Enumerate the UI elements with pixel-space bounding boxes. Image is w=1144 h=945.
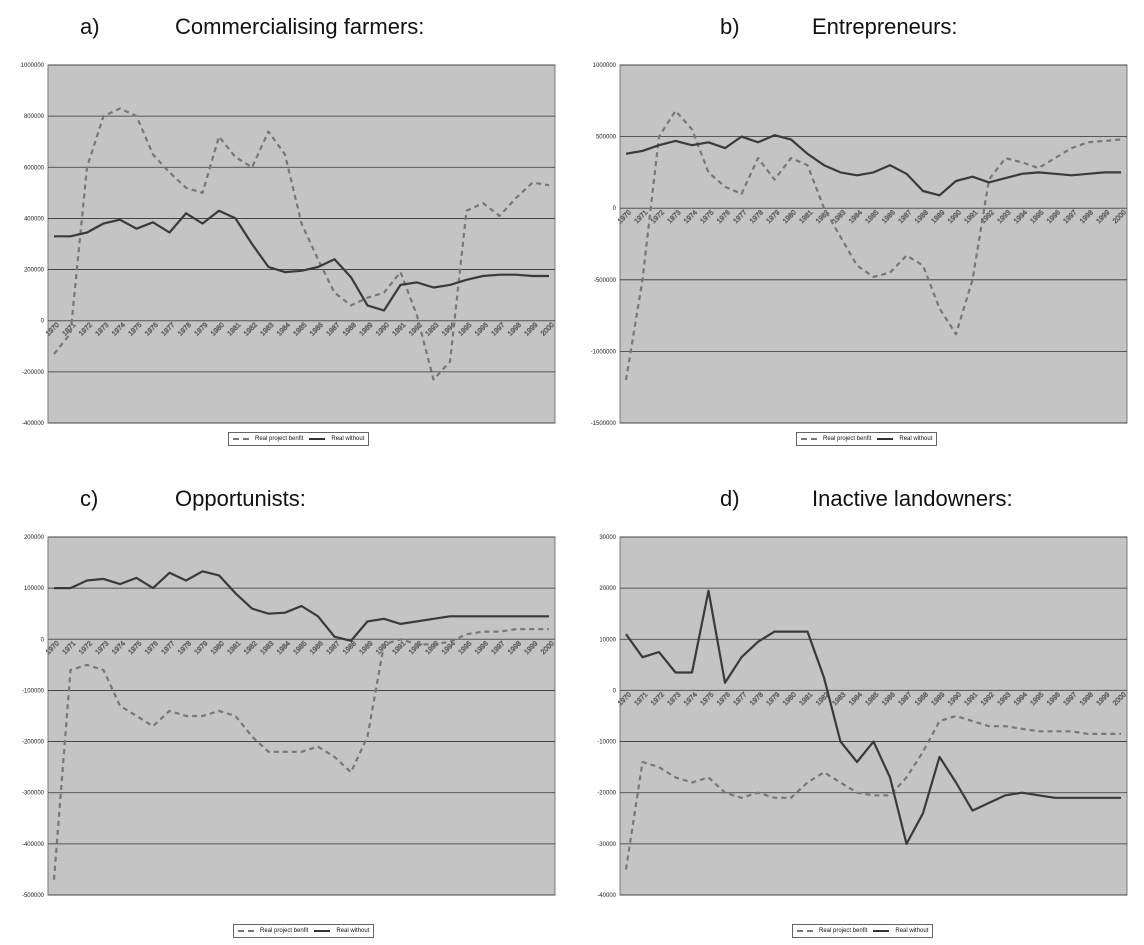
panel-title-d: d) Inactive landowners:	[572, 480, 1144, 520]
legend-swatch-solid	[309, 438, 326, 440]
legend-swatch-dashed	[238, 930, 254, 932]
series-line-real-without	[54, 570, 549, 642]
chart-svg-a: -400000 -200000 0 200000 400000 600000 800000 1…	[21, 63, 557, 427]
panel-letter: b)	[720, 14, 740, 39]
y-tick-label: -40000	[597, 893, 616, 899]
legend-swatch-dashed	[801, 438, 817, 440]
series-line-real-without	[625, 134, 1121, 197]
panel-name: Inactive landowners:	[812, 486, 1013, 511]
series-line-real-without	[625, 589, 1121, 845]
y-tick-label: 800000	[24, 114, 45, 120]
legend-label: Real project benfit	[260, 928, 309, 934]
legend-swatch-dashed	[233, 438, 249, 440]
plot-area	[47, 64, 556, 424]
panel-title-a: a) Commercialising farmers:	[0, 8, 572, 48]
y-tick-label: -200000	[22, 740, 45, 746]
y-tick-label: 200000	[24, 535, 45, 541]
panel-name: Entrepreneurs:	[812, 14, 958, 39]
legend-label: Real without	[336, 928, 370, 934]
legend-label: Real project benfit	[823, 436, 872, 442]
chart-panel-b: b) Entrepreneurs: -1500000 -1000000 -50000…	[572, 0, 1144, 472]
series-line-real-project-benfit	[53, 107, 550, 381]
series-line-real-without	[54, 209, 549, 312]
panel-title-c: c) Opportunists:	[0, 480, 572, 520]
y-tick-label: -300000	[22, 791, 45, 797]
y-tick-label: -500000	[594, 278, 617, 284]
y-tick-label: 600000	[24, 165, 45, 171]
y-tick-label: -1000000	[591, 349, 617, 355]
y-tick-label: 100000	[24, 586, 45, 592]
chart-panel-a: a) Commercialising farmers: -400000 -2000…	[0, 0, 572, 472]
panel-letter: a)	[80, 14, 100, 39]
legend-swatch-solid	[873, 930, 890, 932]
series-line-real-project-benfit	[52, 627, 549, 880]
legend: Real project benfit Real without	[233, 924, 375, 938]
chart-svg-d: -40000 -30000 -20000 -10000 0 10000 20000 30000…	[597, 535, 1128, 899]
panel-title-b: b) Entrepreneurs:	[572, 8, 1144, 48]
legend-label: Real without	[895, 928, 929, 934]
y-tick-label: -1500000	[591, 421, 617, 427]
legend: Real project benfit Real without	[796, 432, 938, 446]
y-tick-label: 1000000	[593, 63, 617, 69]
panel-letter: c)	[80, 486, 99, 511]
y-tick-label: 30000	[599, 535, 616, 541]
legend-swatch-solid	[314, 930, 331, 932]
y-tick-label: 1000000	[21, 63, 45, 69]
y-tick-label: 0	[41, 637, 45, 643]
plot-area	[619, 536, 1128, 896]
legend-label: Real project benfit	[819, 928, 868, 934]
legend-swatch-dashed	[797, 930, 813, 932]
y-tick-label: -30000	[597, 842, 616, 848]
y-tick-label: -400000	[22, 421, 45, 427]
y-tick-label: -10000	[597, 740, 616, 746]
plot-area	[47, 536, 556, 896]
panel-name: Commercialising farmers:	[175, 14, 425, 39]
y-tick-label: 400000	[24, 216, 45, 222]
panel-name: Opportunists:	[175, 486, 306, 511]
y-tick-label: -200000	[22, 370, 45, 376]
y-tick-label: 10000	[599, 637, 616, 643]
chart-svg-c: -500000 -400000 -300000 -200000 -100000 0 1000…	[22, 535, 556, 899]
y-tick-label: 200000	[24, 268, 45, 274]
legend: Real project benfit Real without	[228, 432, 370, 446]
y-tick-label: 20000	[599, 586, 616, 592]
legend-label: Real without	[331, 436, 365, 442]
y-tick-label: -100000	[22, 688, 45, 694]
y-tick-label: 0	[41, 319, 45, 325]
y-tick-label: -20000	[597, 791, 616, 797]
legend-label: Real project benfit	[255, 436, 304, 442]
chart-svg-b: -1500000-1000000-50000005000001000000197…	[591, 63, 1129, 427]
y-tick-label: 0	[613, 206, 617, 212]
y-tick-label: 0	[613, 688, 617, 694]
chart-panel-d: d) Inactive landowners: -40000 -30000 -200…	[572, 472, 1144, 944]
plot-area	[619, 64, 1128, 424]
y-tick-label: -500000	[22, 893, 45, 899]
series-line-real-project-benfit	[624, 109, 1122, 381]
legend-swatch-solid	[877, 438, 894, 440]
legend: Real project benfit Real without	[792, 924, 934, 938]
chart-panel-c: c) Opportunists: -500000 -400000 -300000 -2…	[0, 472, 572, 944]
legend-label: Real without	[899, 436, 933, 442]
y-tick-label: 500000	[596, 135, 617, 141]
panel-letter: d)	[720, 486, 740, 511]
y-tick-label: -400000	[22, 842, 45, 848]
